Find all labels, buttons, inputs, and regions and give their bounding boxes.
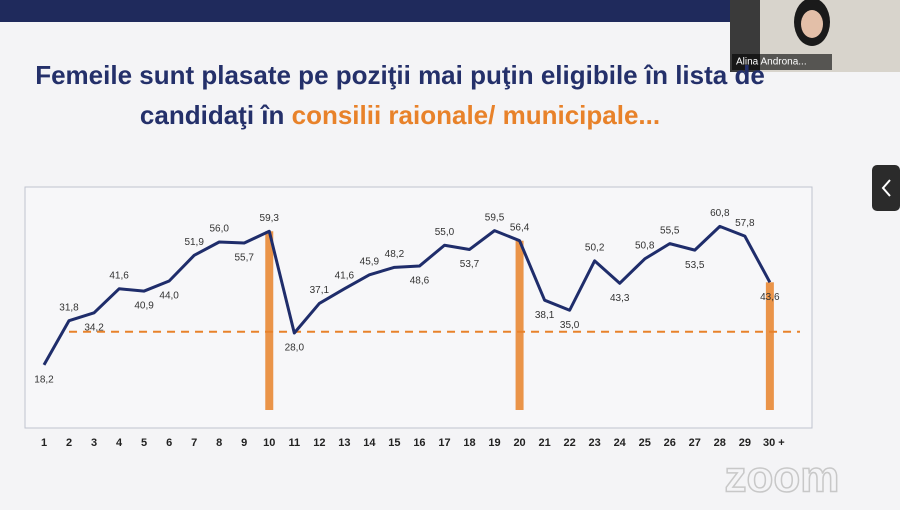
highlight-bar (765, 282, 774, 410)
x-tick-label: 4 (116, 437, 123, 449)
side-tab-arrow[interactable] (881, 179, 891, 197)
data-label: 31,8 (59, 302, 79, 313)
x-tick-label: 16 (413, 437, 425, 449)
data-label: 38,1 (535, 310, 555, 321)
x-tick-label: 8 (216, 437, 222, 449)
data-label: 59,3 (260, 213, 280, 224)
x-tick-label: 2 (66, 437, 72, 449)
chart-title: Femeile sunt plasate pe poziţii mai puţi… (35, 60, 765, 90)
x-tick-label: 21 (538, 437, 550, 449)
x-tick-label: 29 (739, 437, 751, 449)
x-tick-label: 24 (614, 437, 627, 449)
x-tick-label: 6 (166, 437, 172, 449)
data-label: 41,6 (109, 270, 129, 281)
x-tick-label: 1 (41, 437, 47, 449)
x-tick-label: 5 (141, 437, 147, 449)
title-highlight: consilii raionale/ municipale... (292, 100, 660, 130)
x-tick-label: 19 (488, 437, 500, 449)
x-tick-label: 10 (263, 437, 275, 449)
x-tick-label: 15 (388, 437, 400, 449)
data-label: 40,9 (134, 301, 154, 312)
data-label: 43,3 (610, 293, 630, 304)
data-label: 34,2 (84, 322, 104, 333)
data-label: 57,8 (735, 218, 755, 229)
data-label: 48,2 (385, 249, 405, 260)
x-tick-label: 14 (363, 437, 376, 449)
video-label: Alina Androna... (736, 57, 807, 68)
top-bar (0, 0, 730, 22)
data-label: 53,7 (460, 259, 480, 270)
data-label: 59,5 (485, 212, 505, 223)
x-tick-label: 20 (513, 437, 525, 449)
person-face (801, 10, 823, 38)
data-label: 37,1 (310, 285, 330, 296)
title-text: candidaţi în (140, 100, 284, 130)
data-label: 55,0 (435, 227, 455, 238)
data-label: 51,9 (184, 237, 204, 248)
data-label: 28,0 (285, 343, 305, 354)
data-label: 60,8 (710, 208, 730, 219)
x-tick-label: 18 (463, 437, 475, 449)
data-label: 18,2 (34, 374, 54, 385)
highlight-bar (515, 240, 524, 410)
data-label: 53,5 (685, 260, 705, 271)
x-tick-label: 23 (589, 437, 601, 449)
x-tick-label: 26 (664, 437, 676, 449)
x-tick-label: 22 (564, 437, 576, 449)
plot: 18,2 1 31,8 2 34,2 3 41,6 4 40,9 5 44,0 6 51,9 7 56,0 8… (34, 208, 800, 449)
data-label: 45,9 (360, 256, 380, 267)
data-label: 55,5 (660, 225, 680, 236)
chart-title-line2: candidaţi în consilii raionale/ municipa… (140, 100, 660, 130)
data-label: 43,6 (760, 292, 780, 303)
x-tick-label: 25 (639, 437, 651, 449)
highlight-bar (265, 231, 274, 410)
chart-frame (24, 186, 813, 429)
x-tick-label: 11 (288, 437, 300, 449)
x-tick-label: 13 (338, 437, 350, 449)
x-tick-label: 30 + (763, 437, 785, 449)
x-tick-label: 27 (689, 437, 701, 449)
data-label: 35,0 (560, 320, 580, 331)
data-label: 44,0 (159, 291, 179, 302)
data-line (42, 224, 772, 366)
data-label: 48,6 (410, 276, 430, 287)
x-tick-label: 9 (241, 437, 247, 449)
x-tick-label: 7 (191, 437, 197, 449)
data-label: 50,8 (635, 241, 655, 252)
x-tick-label: 3 (91, 437, 97, 449)
video-label-bg (732, 54, 832, 70)
data-label: 41,6 (335, 270, 355, 281)
data-label: 50,2 (585, 242, 605, 253)
x-tick-label: 12 (313, 437, 325, 449)
side-tab[interactable] (872, 165, 900, 211)
data-label: 56,0 (209, 224, 229, 235)
zoom-watermark: zoom (725, 453, 840, 502)
x-tick-label: 28 (714, 437, 726, 449)
x-tick-label: 17 (438, 437, 450, 449)
data-label: 56,4 (510, 222, 530, 233)
data-label: 55,7 (235, 253, 255, 264)
